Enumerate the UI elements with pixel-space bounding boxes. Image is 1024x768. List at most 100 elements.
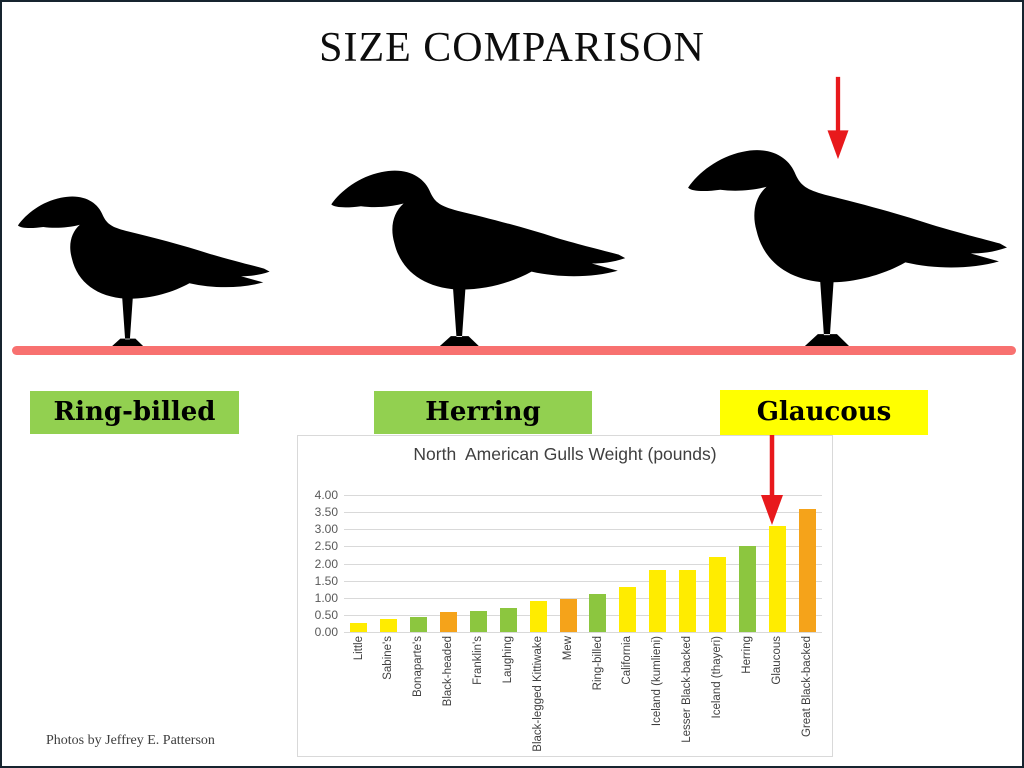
bar-slot [523,495,553,632]
bar-slot [703,495,733,632]
bar-slot [732,495,762,632]
x-category-label: Great Black-backed [800,636,813,737]
y-tick-label: 2.50 [314,539,338,554]
bar [798,508,816,632]
bar-slot [792,495,822,632]
x-slot: Great Black-backed [792,636,822,737]
x-slot: Bonaparte's [404,636,434,697]
bar [529,601,547,632]
bar-slot [613,495,643,632]
bird-label: Glaucous [720,390,928,435]
gridline [344,597,822,599]
x-category-label: Franklin's [472,636,485,685]
chart-title: North American Gulls Weight (pounds) [413,444,717,464]
down-arrow-icon [827,76,849,160]
x-slot: Herring [732,636,762,674]
gridline [344,529,822,531]
x-category-label: Laughing [501,636,514,684]
bars-container [344,495,822,632]
x-category-label: Sabine's [382,636,395,680]
x-slot: Laughing [493,636,523,683]
bar-slot [553,495,583,632]
page-title: SIZE COMPARISON [319,25,705,71]
bar [679,570,697,632]
bar [738,546,756,632]
x-slot: California [613,636,643,685]
bird-label: Herring [374,391,592,434]
x-category-label: Little [352,636,365,661]
bar [440,612,458,632]
bar [380,619,398,632]
x-slot: Mew [553,636,583,660]
ring-billed-gull-silhouette [17,196,270,350]
x-slot: Franklin's [464,636,494,685]
y-tick-label: 0.00 [314,625,338,639]
x-category-label: Lesser Black-backed [681,636,694,743]
y-axis: 4.00 3.50 3.00 2.50 2.00 1.50 1.00 0.50 0.00 [298,488,338,639]
bar [469,610,487,632]
bar [559,599,577,632]
herring-gull-silhouette [331,170,626,349]
x-axis-labels: Little Sabine's Bonaparte's Black-headed Fra… [344,636,822,754]
ground-line [12,346,1016,355]
x-category-label: Black-headed [442,636,455,707]
y-tick-label: 3.50 [314,505,338,520]
bar-slot [374,495,404,632]
gridline [344,614,822,616]
gridline [344,495,822,496]
x-category-label: Herring [740,636,753,674]
bar-slot [404,495,434,632]
bar-slot [583,495,613,632]
x-slot: Little [344,636,374,660]
x-slot: Sabine's [374,636,404,680]
bar [619,587,637,632]
bar [589,594,607,632]
y-tick-label: 1.50 [314,573,338,588]
x-category-label: Bonaparte's [412,636,425,698]
bar [350,622,368,632]
x-slot: Iceland (thayeri) [703,636,733,718]
x-slot: Black-legged Kittiwake [523,636,553,752]
y-tick-label: 1.00 [314,590,338,605]
bar-slot [434,495,464,632]
bar [649,570,667,632]
bar-slot [464,495,494,632]
weight-chart: North American Gulls Weight (pounds) 4.0… [297,435,833,757]
gridline [344,546,822,548]
bar [708,556,726,632]
x-category-label: Glaucous [770,636,783,685]
y-tick-label: 4.00 [314,488,338,502]
x-slot: Ring-billed [583,636,613,690]
x-category-label: Ring-billed [591,636,604,691]
bar-slot [493,495,523,632]
bar [410,616,428,632]
bar-slot [344,495,374,632]
bar-slot [762,495,792,632]
bar-slot [643,495,673,632]
x-slot: Iceland (kumlieni) [643,636,673,726]
gridline [344,580,822,582]
x-category-label: Black-legged Kittiwake [531,636,544,752]
x-category-label: California [621,636,634,685]
x-slot: Lesser Black-backed [673,636,703,743]
down-arrow-icon [761,435,783,525]
x-category-label: Iceland (thayeri) [711,636,724,719]
bar-slot [673,495,703,632]
chart-plot [344,495,822,633]
x-category-label: Mew [561,636,574,661]
y-tick-label: 3.00 [314,522,338,537]
y-tick-label: 2.00 [314,556,338,571]
photo-credit: Photos by Jeffrey E. Patterson [46,733,215,748]
gridline [344,632,822,633]
glaucous-gull-silhouette [688,150,1007,349]
x-slot: Black-headed [434,636,464,706]
gridline [344,563,822,565]
gridline [344,512,822,514]
x-slot: Glaucous [762,636,792,685]
y-tick-label: 0.50 [314,607,338,622]
bar [768,525,786,632]
bird-label: Ring-billed [30,391,239,434]
x-category-label: Iceland (kumlieni) [651,636,664,727]
bar [499,608,517,632]
